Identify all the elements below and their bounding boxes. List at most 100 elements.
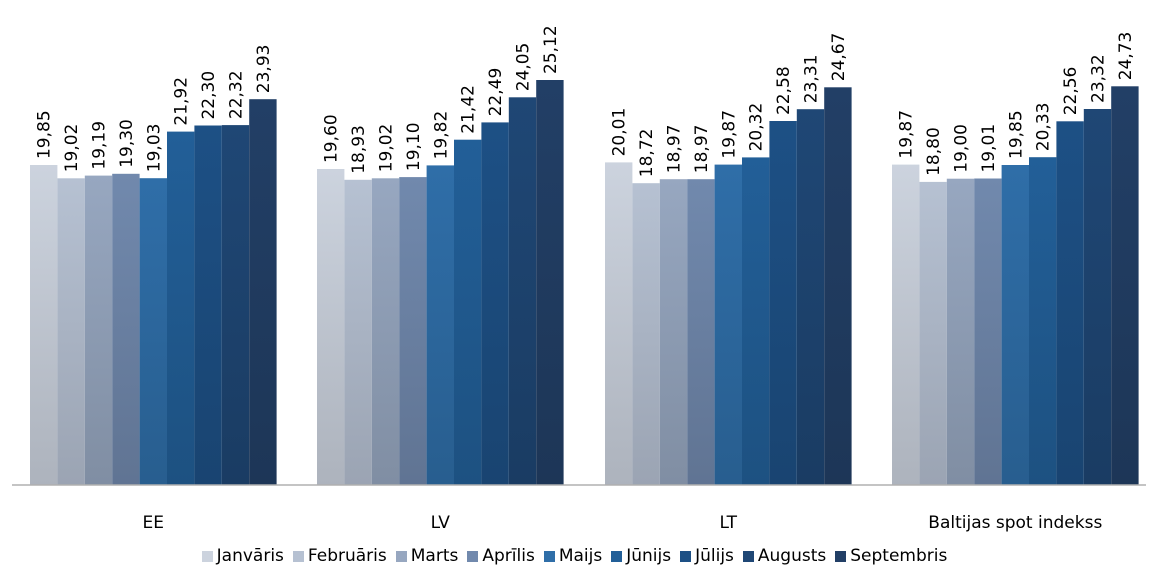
legend-swatch xyxy=(611,550,623,562)
value-label: 19,03 xyxy=(144,124,164,173)
bar-lt-4 xyxy=(714,164,742,485)
value-label: 23,32 xyxy=(1089,54,1109,103)
value-label: 20,01 xyxy=(610,108,630,157)
legend-label: Aprīlis xyxy=(482,546,535,566)
value-label: 19,87 xyxy=(897,110,917,159)
legend-item: Maijs xyxy=(543,546,602,566)
bar-lv-6 xyxy=(481,122,509,486)
bar-lv-1 xyxy=(344,179,372,486)
legend-label: Marts xyxy=(410,546,459,566)
bar-baltijas-spot-indekss-2 xyxy=(946,178,975,485)
bar-lv-3 xyxy=(399,177,427,485)
value-label: 19,01 xyxy=(979,124,999,173)
legend: Janvāris Februāris Marts Aprīlis Maijs Jūnijs… xyxy=(0,542,1149,570)
value-label: 24,67 xyxy=(829,33,849,82)
bar-lt-7 xyxy=(796,109,825,485)
legend-item: Aprīlis xyxy=(467,546,535,566)
value-label: 19,85 xyxy=(35,110,55,159)
category-label: Baltijas spot indekss xyxy=(928,513,1102,533)
bar-chart: 19,85 19,02 19,19 19,30 19,03 21,92 22,30 22,32… xyxy=(12,25,1146,533)
legend-item: Jūlijs xyxy=(680,546,734,566)
legend-item: Februāris xyxy=(292,546,387,566)
value-label: 19,02 xyxy=(377,124,397,173)
legend-swatch xyxy=(742,550,754,562)
category-label: EE xyxy=(143,513,164,533)
bar-ee-0 xyxy=(30,165,58,485)
bar-lt-1 xyxy=(632,183,660,485)
value-label: 22,56 xyxy=(1061,67,1081,116)
value-label: 19,85 xyxy=(1006,110,1026,159)
value-label: 22,58 xyxy=(774,66,794,115)
bar-baltijas-spot-indekss-3 xyxy=(974,178,1002,485)
value-label: 18,97 xyxy=(692,125,712,174)
value-label: 24,05 xyxy=(514,43,534,92)
bar-ee-2 xyxy=(84,175,113,485)
legend-swatch xyxy=(292,550,304,562)
legend-label: Jūnijs xyxy=(626,546,672,566)
bar-lt-2 xyxy=(659,179,688,485)
legend-item: Jūnijs xyxy=(611,546,671,566)
category-label: LT xyxy=(720,513,738,533)
bar-ee-6 xyxy=(194,125,222,485)
legend-item: Augusts xyxy=(742,546,827,566)
bar-baltijas-spot-indekss-4 xyxy=(1001,165,1029,485)
value-label: 19,87 xyxy=(719,110,739,159)
value-label: 23,93 xyxy=(254,45,274,94)
bar-baltijas-spot-indekss-8 xyxy=(1111,86,1139,486)
bar-ee-1 xyxy=(57,178,85,486)
value-label: 23,31 xyxy=(802,55,822,104)
bar-lt-3 xyxy=(687,179,715,485)
legend-swatch xyxy=(395,550,407,562)
bar-ee-3 xyxy=(112,173,140,486)
value-label: 22,32 xyxy=(227,70,247,119)
legend-label: Jūlijs xyxy=(695,546,734,566)
value-label: 25,12 xyxy=(541,25,561,74)
legend-item: Janvāris xyxy=(201,546,284,566)
bar-baltijas-spot-indekss-5 xyxy=(1029,157,1057,485)
value-labels-layer: 19,85 19,02 19,19 19,30 19,03 21,92 22,30 22,32… xyxy=(35,25,1136,177)
bar-lv-7 xyxy=(508,97,537,486)
bar-lt-8 xyxy=(824,87,852,486)
bar-lv-4 xyxy=(426,165,454,485)
bar-baltijas-spot-indekss-7 xyxy=(1083,109,1112,485)
legend-label: Augusts xyxy=(757,546,827,566)
bar-ee-8 xyxy=(249,99,277,485)
bar-ee-7 xyxy=(221,125,250,485)
bar-ee-5 xyxy=(167,131,195,485)
legend-swatch xyxy=(680,550,692,562)
bar-lv-0 xyxy=(317,169,345,485)
bar-baltijas-spot-indekss-1 xyxy=(919,181,947,485)
value-label: 18,97 xyxy=(665,125,685,174)
value-label: 21,92 xyxy=(172,77,192,126)
category-label: LV xyxy=(431,513,451,533)
bar-lv-2 xyxy=(371,178,400,486)
value-label: 20,32 xyxy=(747,103,767,152)
value-label: 21,42 xyxy=(459,85,479,134)
legend-swatch xyxy=(467,550,479,562)
legend-label: Februāris xyxy=(307,546,387,566)
category-labels-layer: EE LV LT Baltijas spot indekss xyxy=(143,513,1103,533)
value-label: 22,30 xyxy=(199,71,219,120)
value-label: 19,19 xyxy=(90,121,110,170)
legend-swatch xyxy=(835,550,847,562)
legend-item: Septembris xyxy=(835,546,947,566)
value-label: 22,49 xyxy=(486,68,506,117)
bar-lv-8 xyxy=(536,80,564,485)
legend-item: Marts xyxy=(395,546,459,566)
bar-ee-4 xyxy=(139,178,167,485)
bar-lt-0 xyxy=(605,162,633,485)
bar-lt-6 xyxy=(769,121,797,485)
value-label: 19,30 xyxy=(117,119,137,168)
bar-lt-5 xyxy=(742,157,770,485)
legend-swatch xyxy=(543,550,555,562)
bar-lv-5 xyxy=(454,139,482,485)
bars-layer xyxy=(30,80,1139,486)
bar-baltijas-spot-indekss-6 xyxy=(1056,121,1084,486)
value-label: 24,73 xyxy=(1116,32,1136,81)
value-label: 18,72 xyxy=(637,129,657,178)
value-label: 20,33 xyxy=(1034,103,1054,152)
value-label: 19,10 xyxy=(404,122,424,171)
legend-label: Septembris xyxy=(850,546,948,566)
value-label: 19,02 xyxy=(62,124,82,173)
legend-label: Janvāris xyxy=(216,546,284,566)
